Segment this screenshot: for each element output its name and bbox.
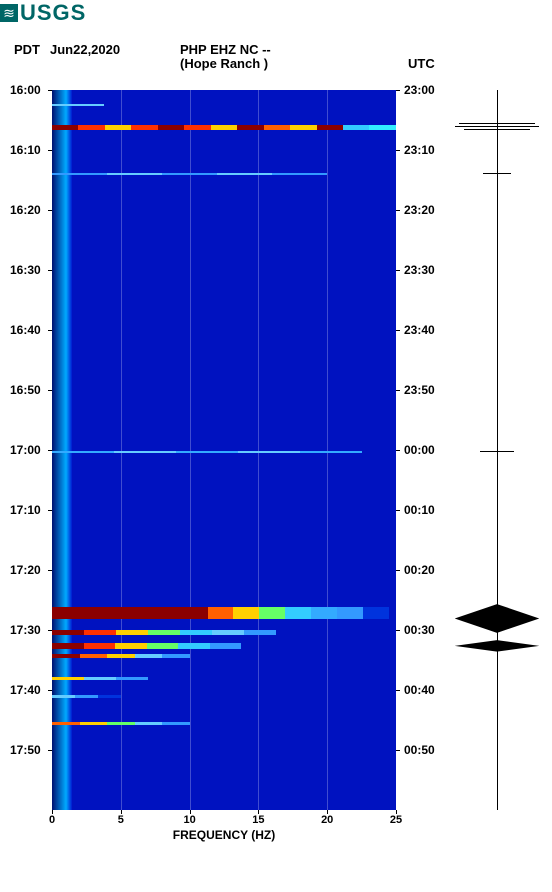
xtick-label: 0 <box>49 814 55 826</box>
seismogram <box>450 90 544 810</box>
ytick-mark <box>48 330 52 331</box>
ytick-mark <box>48 450 52 451</box>
ytick-left: 17:10 <box>10 503 41 517</box>
xtick-label: 25 <box>390 814 402 826</box>
spectral-event <box>52 630 276 635</box>
ytick-right: 00:00 <box>404 443 435 457</box>
ytick-right: 00:30 <box>404 623 435 637</box>
spectrogram <box>52 90 396 810</box>
wave-icon: ≋ <box>0 4 18 22</box>
ytick-mark <box>396 450 400 451</box>
logo-text: USGS <box>20 0 86 26</box>
ytick-left: 17:30 <box>10 623 41 637</box>
spectral-event <box>52 125 396 130</box>
spectral-event <box>52 607 389 619</box>
ytick-right: 00:10 <box>404 503 435 517</box>
utc-label: UTC <box>408 56 435 71</box>
channel-label: PHP EHZ NC -- <box>180 42 271 57</box>
ytick-left: 17:40 <box>10 683 41 697</box>
seismo-event <box>455 604 540 633</box>
xtick-label: 5 <box>118 814 124 826</box>
ytick-mark <box>48 90 52 91</box>
xtick-label: 15 <box>252 814 264 826</box>
ytick-mark <box>48 150 52 151</box>
seismo-event <box>455 640 540 652</box>
ytick-mark <box>396 390 400 391</box>
ytick-left: 16:30 <box>10 263 41 277</box>
xtick-label: 20 <box>321 814 333 826</box>
gridline <box>327 90 328 810</box>
seismo-spike <box>480 451 514 452</box>
ytick-mark <box>396 570 400 571</box>
ytick-mark <box>48 630 52 631</box>
ytick-left: 17:50 <box>10 743 41 757</box>
ytick-mark <box>396 510 400 511</box>
spectral-event <box>52 722 190 725</box>
ytick-mark <box>48 690 52 691</box>
lowfreq-band <box>52 90 72 810</box>
ytick-right: 00:20 <box>404 563 435 577</box>
x-axis-label: FREQUENCY (HZ) <box>173 828 275 842</box>
pdt-label: PDT <box>14 42 40 57</box>
ytick-left: 17:00 <box>10 443 41 457</box>
ytick-mark <box>48 270 52 271</box>
spectral-event <box>52 654 190 658</box>
ytick-mark <box>48 570 52 571</box>
ytick-right: 00:50 <box>404 743 435 757</box>
ytick-right: 23:20 <box>404 203 435 217</box>
ytick-right: 00:40 <box>404 683 435 697</box>
ytick-right: 23:40 <box>404 323 435 337</box>
spectral-event <box>52 677 148 680</box>
ytick-left: 16:00 <box>10 83 41 97</box>
spectral-event <box>52 173 327 175</box>
ytick-right: 23:10 <box>404 143 435 157</box>
gridline <box>190 90 191 810</box>
ytick-left: 16:20 <box>10 203 41 217</box>
ytick-mark <box>396 690 400 691</box>
seismo-spike <box>459 123 534 124</box>
y-axis-left: 16:0016:1016:2016:3016:4016:5017:0017:10… <box>10 90 50 810</box>
ytick-left: 17:20 <box>10 563 41 577</box>
ytick-left: 16:10 <box>10 143 41 157</box>
ytick-mark <box>48 510 52 511</box>
ytick-mark <box>396 630 400 631</box>
y-axis-right: 23:0023:1023:2023:3023:4023:5000:0000:10… <box>404 90 444 810</box>
ytick-right: 23:50 <box>404 383 435 397</box>
spectral-event <box>52 104 104 106</box>
ytick-mark <box>48 390 52 391</box>
ytick-mark <box>396 210 400 211</box>
ytick-left: 16:40 <box>10 323 41 337</box>
seismo-spike <box>464 129 530 130</box>
spectral-event <box>52 643 241 649</box>
seismo-spike <box>483 173 511 174</box>
ytick-mark <box>48 210 52 211</box>
ytick-right: 23:30 <box>404 263 435 277</box>
ytick-left: 16:50 <box>10 383 41 397</box>
seismo-centerline <box>497 90 498 810</box>
ytick-mark <box>396 750 400 751</box>
ytick-mark <box>396 150 400 151</box>
ytick-mark <box>396 270 400 271</box>
ytick-right: 23:00 <box>404 83 435 97</box>
ytick-mark <box>48 750 52 751</box>
gridline <box>121 90 122 810</box>
usgs-logo: ≋ USGS <box>0 0 86 26</box>
ytick-mark <box>396 90 400 91</box>
ytick-mark <box>396 330 400 331</box>
seismo-spike <box>455 126 540 127</box>
spectral-event <box>52 451 362 453</box>
xtick-label: 10 <box>183 814 195 826</box>
date-label: Jun22,2020 <box>50 42 120 57</box>
spectral-event <box>52 695 121 698</box>
gridline <box>258 90 259 810</box>
station-label: (Hope Ranch ) <box>180 56 268 71</box>
